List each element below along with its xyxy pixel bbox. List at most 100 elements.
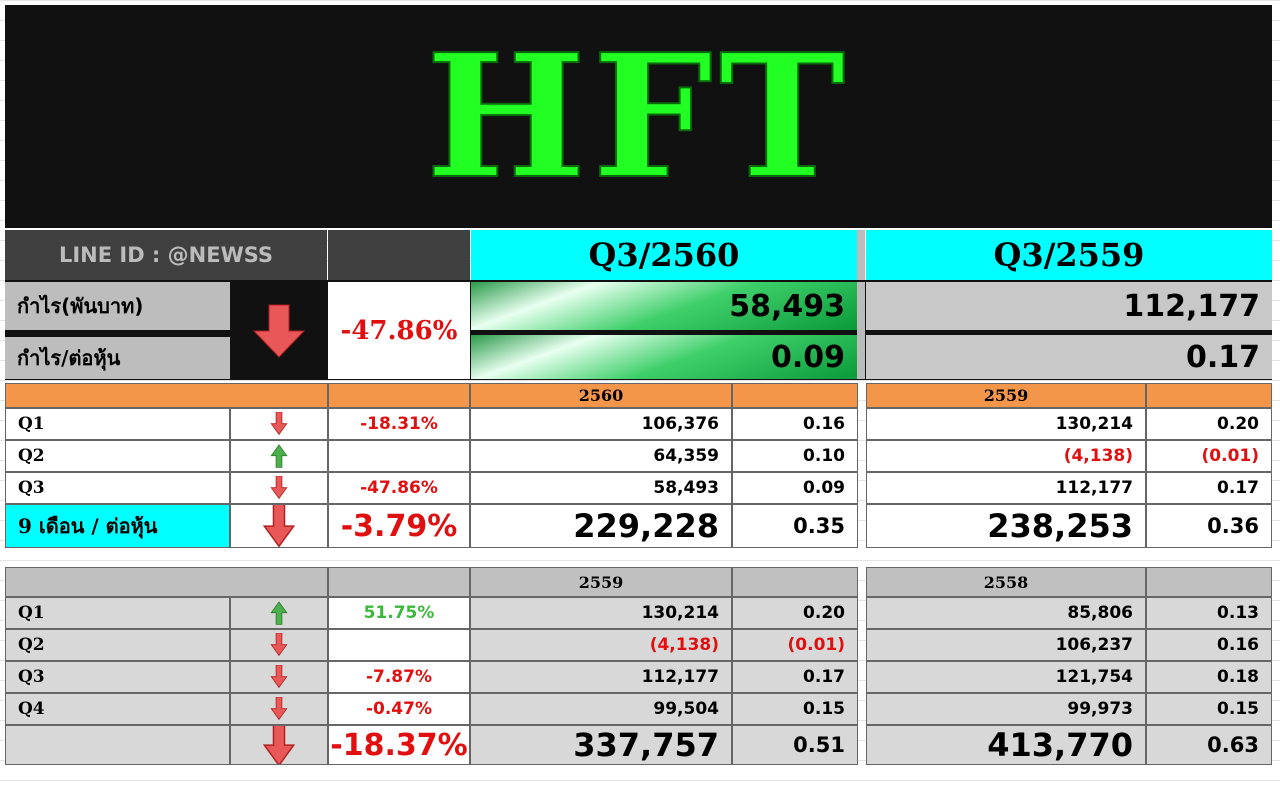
profit-value: 337,757 — [470, 725, 732, 765]
row-label: Q2 — [5, 440, 230, 472]
profit-value: 130,214 — [866, 408, 1146, 440]
profit-value: 112,177 — [470, 661, 732, 693]
profit-value: (4,138) — [470, 629, 732, 661]
trend-arrow-cell — [230, 725, 328, 765]
eps-value: (0.01) — [732, 629, 858, 661]
eps-value: 0.15 — [1146, 693, 1272, 725]
row-label: 9 เดือน / ต่อหุ้น — [5, 504, 230, 548]
profit-value: 413,770 — [866, 725, 1146, 765]
profit-value: 64,359 — [470, 440, 732, 472]
eps-value: 0.63 — [1146, 725, 1272, 765]
year-previous: 2559 — [866, 383, 1146, 408]
header-blank — [5, 383, 328, 408]
eps-value: 0.17 — [1146, 472, 1272, 504]
row-label: Q4 — [5, 693, 230, 725]
arrow-up-icon — [270, 444, 288, 468]
profit-value: (4,138) — [866, 440, 1146, 472]
eps-value: 0.10 — [732, 440, 858, 472]
trend-arrow-cell — [230, 472, 328, 504]
arrow-down-icon — [270, 665, 288, 689]
change-percent: -47.86% — [328, 472, 470, 504]
profit-value: 85,806 — [866, 597, 1146, 629]
header-blank — [328, 383, 470, 408]
eps-value: 0.18 — [1146, 661, 1272, 693]
eps-value: 0.09 — [732, 472, 858, 504]
row-label: Q3 — [5, 472, 230, 504]
spacer — [857, 282, 865, 379]
row-label: Q1 — [5, 597, 230, 629]
eps-value: 0.35 — [732, 504, 858, 548]
line-id: LINE ID : @NEWSS — [5, 230, 327, 280]
arrow-down-icon — [270, 412, 288, 436]
eps-value: 0.16 — [1146, 629, 1272, 661]
arrow-down-icon — [262, 505, 296, 547]
trend-arrow-cell — [230, 597, 328, 629]
year-current: 2560 — [470, 383, 732, 408]
change-percent: -0.47% — [328, 693, 470, 725]
eps-value: 0.20 — [1146, 408, 1272, 440]
eps-value: 0.51 — [732, 725, 858, 765]
header-blank — [1146, 383, 1272, 408]
change-percent: -7.87% — [328, 661, 470, 693]
trend-arrow-cell — [230, 408, 328, 440]
header-blank — [328, 230, 470, 280]
arrow-down-icon — [270, 476, 288, 500]
arrow-down-icon — [262, 726, 296, 764]
quarter-current: Q3/2560 — [471, 230, 857, 280]
header-blank — [732, 383, 858, 408]
eps-value: (0.01) — [1146, 440, 1272, 472]
eps-label: กำไร/ต่อหุ้น — [5, 337, 230, 379]
profit-value: 238,253 — [866, 504, 1146, 548]
row-label — [5, 725, 230, 765]
profit-label: กำไร(พันบาท) — [5, 282, 230, 330]
year-current: 2559 — [470, 567, 732, 597]
eps-value: 0.15 — [732, 693, 858, 725]
profit-value: 99,973 — [866, 693, 1146, 725]
quarter-previous: Q3/2559 — [866, 230, 1272, 280]
profit-value: 121,754 — [866, 661, 1146, 693]
arrow-up-icon — [270, 601, 288, 625]
trend-arrow-cell — [230, 693, 328, 725]
profit-value: 130,214 — [470, 597, 732, 629]
change-percent — [328, 629, 470, 661]
trend-arrow-cell — [230, 504, 328, 548]
profit-previous: 112,177 — [866, 282, 1272, 330]
eps-value: 0.20 — [732, 597, 858, 629]
header-blank — [1146, 567, 1272, 597]
trend-arrow-cell — [230, 440, 328, 472]
profit-value: 106,237 — [866, 629, 1146, 661]
row-label: Q1 — [5, 408, 230, 440]
change-percent: 51.75% — [328, 597, 470, 629]
eps-value: 0.16 — [732, 408, 858, 440]
header-blank — [5, 567, 328, 597]
header-blank — [732, 567, 858, 597]
change-percent: -18.37% — [328, 725, 470, 765]
change-percent: -18.31% — [328, 408, 470, 440]
row-label: Q3 — [5, 661, 230, 693]
profit-value: 106,376 — [470, 408, 732, 440]
profit-value: 112,177 — [866, 472, 1146, 504]
eps-current: 0.09 — [471, 335, 857, 379]
trend-arrow-cell — [230, 629, 328, 661]
trend-cell — [231, 282, 327, 379]
summary-change: -47.86% — [328, 282, 470, 379]
ticker-title: HFT — [425, 16, 852, 218]
row-label: Q2 — [5, 629, 230, 661]
arrow-down-icon — [270, 697, 288, 721]
spacer — [857, 230, 865, 280]
arrow-down-icon — [252, 304, 306, 358]
trend-arrow-cell — [230, 661, 328, 693]
eps-value: 0.36 — [1146, 504, 1272, 548]
title-banner: HFT — [5, 5, 1272, 228]
arrow-down-icon — [270, 633, 288, 657]
profit-value: 229,228 — [470, 504, 732, 548]
year-previous: 2558 — [866, 567, 1146, 597]
header-blank — [328, 567, 470, 597]
change-percent: -3.79% — [328, 504, 470, 548]
profit-current: 58,493 — [471, 282, 857, 330]
profit-value: 99,504 — [470, 693, 732, 725]
eps-value: 0.13 — [1146, 597, 1272, 629]
eps-value: 0.17 — [732, 661, 858, 693]
eps-previous: 0.17 — [866, 335, 1272, 379]
profit-value: 58,493 — [470, 472, 732, 504]
